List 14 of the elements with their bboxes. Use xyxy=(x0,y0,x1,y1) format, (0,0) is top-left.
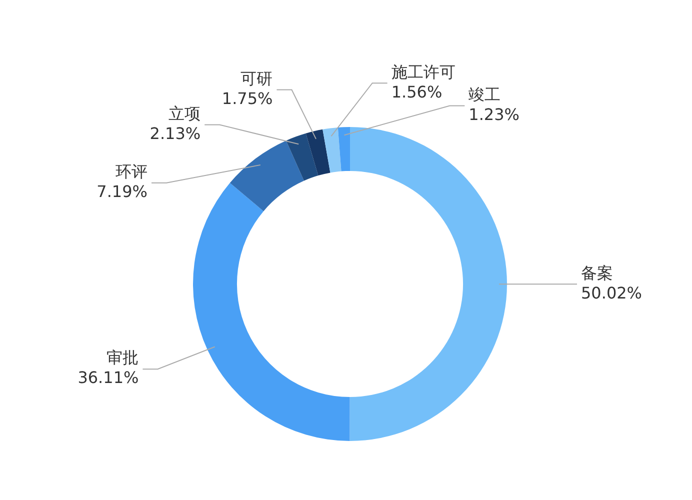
slice-label: 竣工 xyxy=(468,84,501,104)
data-label: 2.13% xyxy=(150,124,201,143)
slice-label: 立项 xyxy=(168,104,201,123)
data-label: 7.19% xyxy=(96,182,148,202)
slice-label: 环评 xyxy=(115,162,148,182)
data-label: 1.56% xyxy=(391,82,442,102)
data-label: 50.02% xyxy=(581,283,642,302)
slice-label: 施工许可 xyxy=(391,62,456,82)
slice-label: 备案 xyxy=(581,263,613,282)
slice-label: 可研 xyxy=(240,68,273,88)
data-label: 1.23% xyxy=(468,104,520,124)
slice-label: 审批 xyxy=(106,348,139,368)
data-label: 1.75% xyxy=(222,88,273,108)
data-label: 36.11% xyxy=(78,368,139,388)
